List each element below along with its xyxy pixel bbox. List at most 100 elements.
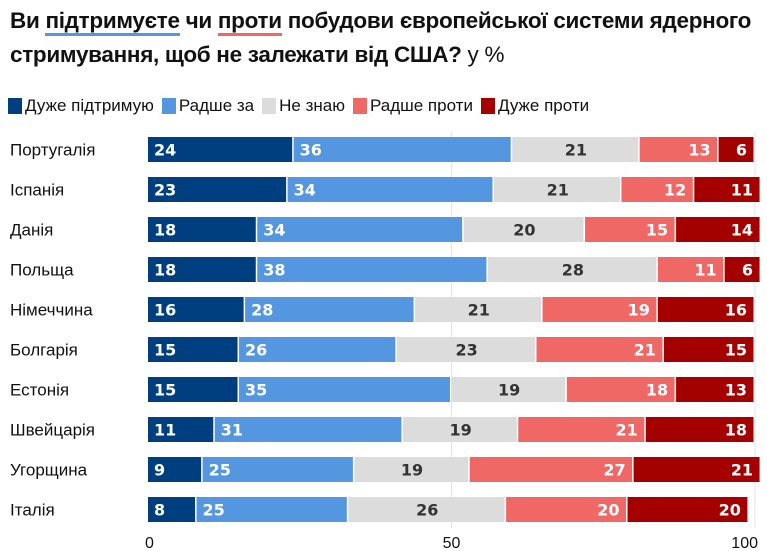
bar-segment (451, 377, 566, 402)
bar-segment (694, 177, 760, 202)
data-label: 16 (725, 301, 747, 320)
data-label: 21 (634, 341, 656, 360)
data-label: 18 (646, 381, 668, 400)
data-label: 14 (731, 221, 753, 240)
bar-segment (396, 337, 535, 362)
bar-segment (214, 417, 402, 442)
category-label: Італія (10, 501, 55, 520)
bar-segment (202, 457, 353, 482)
legend-swatch (161, 98, 176, 114)
data-label: 28 (562, 261, 584, 280)
bar-segment (676, 217, 760, 242)
bar-segment (348, 497, 505, 522)
bar-segment (663, 337, 754, 362)
legend-label: Дуже проти (497, 96, 590, 115)
bar-segment (148, 137, 293, 162)
data-label: 19 (401, 461, 423, 480)
bar-segment (148, 217, 256, 242)
bar-segment (639, 137, 718, 162)
data-label: 21 (615, 421, 637, 440)
bar-segment (293, 137, 511, 162)
bar-segment (415, 297, 542, 322)
category-label: Естонія (10, 381, 69, 400)
data-label: 19 (449, 421, 471, 440)
legend-item: Дуже підтримую (8, 96, 154, 116)
data-label: 35 (245, 381, 267, 400)
data-label: 36 (300, 141, 322, 160)
data-label: 16 (154, 301, 176, 320)
x-tick-label: 100 (731, 535, 758, 551)
data-label: 21 (468, 301, 490, 320)
data-label: 11 (694, 261, 716, 280)
bar-segment (148, 177, 287, 202)
data-label: 15 (154, 381, 176, 400)
data-label: 13 (725, 381, 747, 400)
legend-item: Дуже проти (480, 96, 590, 116)
x-tick-label: 50 (443, 535, 461, 551)
bar-segment (239, 337, 396, 362)
bar-segment (354, 457, 469, 482)
bar-segment (542, 297, 657, 322)
bar-segment (402, 417, 517, 442)
x-tick-label: 0 (145, 535, 154, 551)
title-text: чи (179, 8, 218, 33)
legend-swatch (480, 98, 495, 114)
bar-segment (245, 297, 414, 322)
bar-segment (257, 257, 487, 282)
bar-segment (493, 177, 620, 202)
legend-swatch (8, 98, 22, 114)
legend: Дуже підтримую Радше за Не знаю Радше проти… (8, 96, 589, 116)
data-label: 19 (498, 381, 520, 400)
legend-item: Не знаю (262, 96, 345, 116)
bar-segment (633, 457, 760, 482)
bar-segment (148, 497, 196, 522)
data-label: 15 (646, 221, 668, 240)
title-text: Ви (10, 8, 46, 33)
category-label: Данія (10, 221, 53, 240)
bar-segment (196, 497, 347, 522)
data-label: 13 (688, 141, 710, 160)
data-label: 6 (736, 141, 747, 160)
legend-item: Радше проти (352, 96, 473, 116)
data-label: 25 (203, 501, 225, 520)
bar-segment (621, 177, 693, 202)
bar-segment (512, 137, 639, 162)
data-label: 11 (154, 421, 176, 440)
data-label: 26 (416, 501, 438, 520)
category-label: Болгарія (10, 341, 78, 360)
data-label: 18 (154, 221, 176, 240)
category-label: Швейцарія (10, 421, 95, 440)
data-label: 34 (263, 221, 285, 240)
bar-segment (627, 497, 748, 522)
category-label: Іспанія (10, 181, 64, 200)
bar-segment (148, 337, 238, 362)
bar-segment (536, 337, 663, 362)
title-unit: у % (461, 42, 505, 67)
bar-segment (148, 457, 202, 482)
bar-segment (518, 417, 645, 442)
bar-segment (148, 377, 238, 402)
bar-segment (724, 257, 760, 282)
legend-swatch (352, 98, 367, 114)
legend-label: Радше проти (369, 96, 473, 115)
bar-segment (566, 377, 675, 402)
legend-swatch (262, 98, 277, 114)
data-label: 34 (294, 181, 316, 200)
data-label: 25 (209, 461, 231, 480)
data-label: 23 (154, 181, 176, 200)
title-highlight-support: підтримуєте (45, 8, 180, 36)
legend-label: Радше за (178, 96, 255, 115)
data-label: 23 (456, 341, 478, 360)
data-label: 6 (742, 261, 753, 280)
data-label: 18 (725, 421, 747, 440)
bar-segment (645, 417, 754, 442)
data-label: 15 (725, 341, 747, 360)
bar-segment (469, 457, 633, 482)
data-label: 12 (664, 181, 686, 200)
bar-segment (718, 137, 754, 162)
legend-label: Дуже підтримую (25, 96, 154, 115)
data-label: 26 (245, 341, 267, 360)
bar-segment (257, 217, 463, 242)
category-label: Німеччина (10, 301, 93, 320)
